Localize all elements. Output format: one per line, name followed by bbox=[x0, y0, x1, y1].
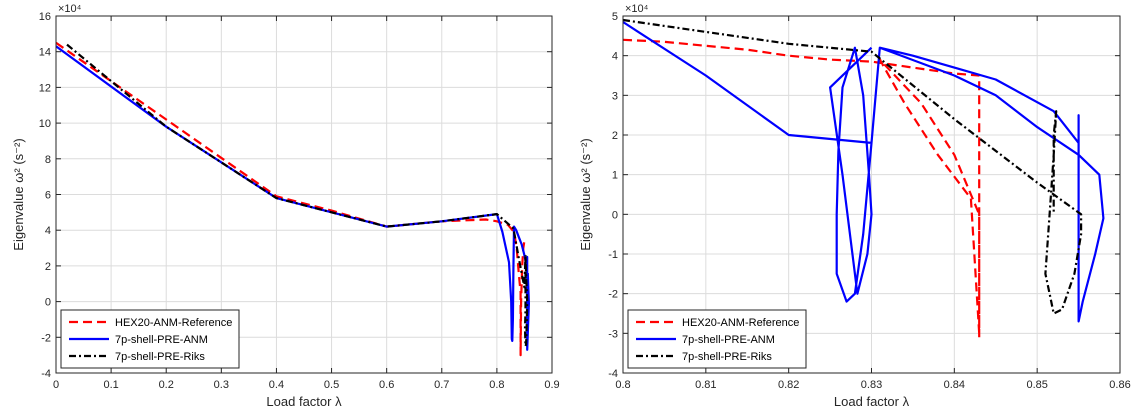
series-line-1 bbox=[56, 41, 527, 357]
y-tick-label: -1 bbox=[608, 249, 618, 261]
series-line-2 bbox=[623, 21, 1105, 323]
axes-box bbox=[55, 15, 553, 374]
y-tick-label: 4 bbox=[45, 225, 51, 237]
legend: HEX20-ANM-Reference 7p-shell-PRE-ANM 7p-sh… bbox=[627, 309, 807, 369]
x-tick-label: 0.3 bbox=[214, 379, 229, 391]
y-tick-label: 2 bbox=[45, 261, 51, 273]
legend-label-2: 7p-shell-PRE-ANM bbox=[682, 334, 775, 346]
series-line-1 bbox=[623, 38, 981, 338]
y-tick-label: -3 bbox=[608, 328, 618, 340]
y-tick-label: 4 bbox=[612, 51, 618, 63]
x-tick-label: 0.1 bbox=[103, 379, 118, 391]
chart-panel-1: 0 0.1 0.2 0.3 0.4 0.5 0.6 0.7 0.8 0.9 -4 -2 0 2 4 6 8 10 1… bbox=[11, 3, 560, 409]
legend: HEX20-ANM-Reference 7p-shell-PRE-ANM 7p-sh… bbox=[60, 309, 240, 369]
x-tick-label: 0.82 bbox=[778, 379, 799, 391]
y-tick-label: -2 bbox=[41, 332, 51, 344]
y-tick-label: 3 bbox=[612, 90, 618, 102]
y-tick-label: 14 bbox=[39, 47, 51, 59]
y-tick-label: 5 bbox=[612, 11, 618, 23]
legend-label-3: 7p-shell-PRE-Riks bbox=[682, 351, 772, 363]
x-axis-label: Load factor λ bbox=[266, 394, 342, 409]
y-tick-label: -4 bbox=[41, 368, 51, 380]
series-line-3 bbox=[66, 43, 529, 348]
x-tick-label: 0.2 bbox=[159, 379, 174, 391]
y-multiplier-label: ×10⁴ bbox=[625, 3, 649, 15]
y-tick-label: 0 bbox=[612, 209, 618, 221]
x-tick-label: 0.83 bbox=[861, 379, 882, 391]
legend-label-1: HEX20-ANM-Reference bbox=[682, 317, 799, 329]
y-tick-label: 6 bbox=[45, 190, 51, 202]
x-tick-label: 0.85 bbox=[1026, 379, 1047, 391]
y-tick-label: 8 bbox=[45, 154, 51, 166]
y-tick-label: 16 bbox=[39, 11, 51, 23]
y-tick-label: 10 bbox=[39, 118, 51, 130]
y-tick-label: -2 bbox=[608, 289, 618, 301]
x-tick-label: 0.81 bbox=[695, 379, 716, 391]
x-tick-label: 0.9 bbox=[544, 379, 559, 391]
x-axis-label: Load factor λ bbox=[834, 394, 910, 409]
legend-label-1: HEX20-ANM-Reference bbox=[115, 317, 232, 329]
y-tick-label: 2 bbox=[612, 130, 618, 142]
x-tick-label: 0.86 bbox=[1109, 379, 1130, 391]
x-tick-label: 0.5 bbox=[324, 379, 339, 391]
x-tick-label: 0.84 bbox=[944, 379, 965, 391]
chart-panel-2: 0.8 0.81 0.82 0.83 0.84 0.85 0.86 -4 -3 -2 -1 0 1 2 3 4… bbox=[578, 3, 1131, 409]
x-tick-label: 0.6 bbox=[379, 379, 394, 391]
y-tick-label: 1 bbox=[612, 170, 618, 182]
x-tick-label: 0.8 bbox=[489, 379, 504, 391]
series-line-3 bbox=[623, 18, 1083, 315]
y-tick-label: 12 bbox=[39, 82, 51, 94]
legend-label-3: 7p-shell-PRE-Riks bbox=[115, 351, 205, 363]
x-tick-label: 0.7 bbox=[434, 379, 449, 391]
y-multiplier-label: ×10⁴ bbox=[58, 3, 82, 15]
x-tick-label: 0.4 bbox=[269, 379, 284, 391]
legend-label-2: 7p-shell-PRE-ANM bbox=[115, 334, 208, 346]
y-tick-label: 0 bbox=[45, 297, 51, 309]
x-tick-label: 0 bbox=[53, 379, 59, 391]
x-tick-label: 0.8 bbox=[615, 379, 630, 391]
axes-box bbox=[622, 15, 1121, 374]
y-tick-label: -4 bbox=[608, 368, 618, 380]
y-axis-label: Eigenvalue ω² (s⁻²) bbox=[578, 138, 593, 250]
y-axis-label: Eigenvalue ω² (s⁻²) bbox=[11, 138, 26, 250]
